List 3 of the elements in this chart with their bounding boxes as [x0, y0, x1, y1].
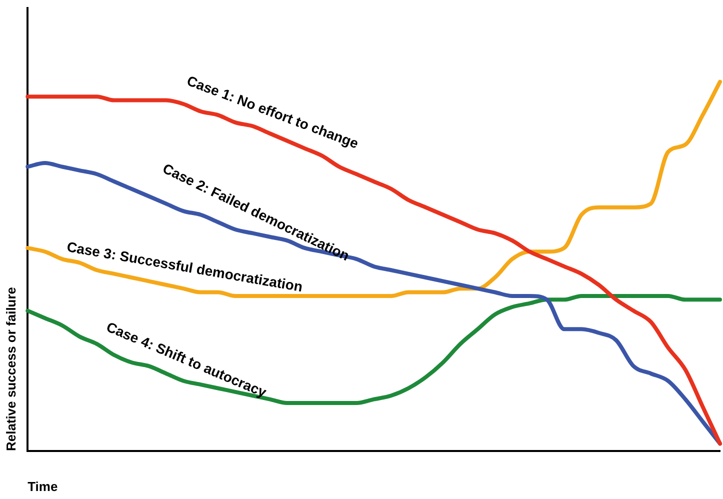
text: Case 1: No effort to change	[184, 72, 362, 152]
x-axis-title: Time	[28, 478, 58, 494]
y-axis-title: Relative success or failure	[3, 286, 18, 451]
